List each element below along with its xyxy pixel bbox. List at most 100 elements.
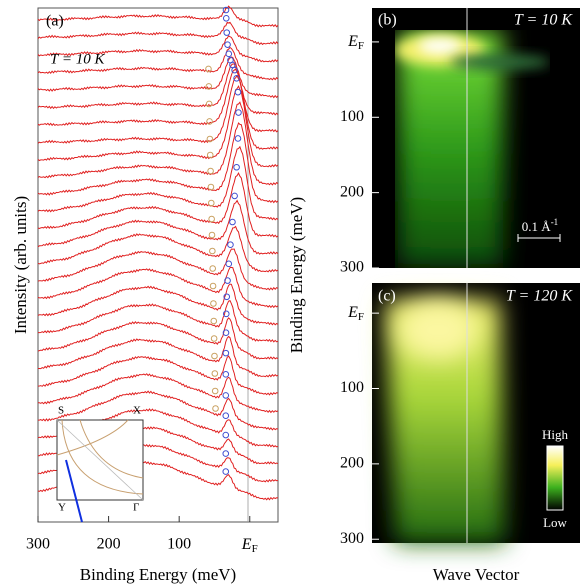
peak-marker [205,83,213,90]
edc-curve [37,283,279,326]
edc-curve [37,46,279,81]
peak-marker [206,118,213,125]
intensity-spot [418,38,462,54]
peak-marker [234,88,242,96]
panel-label: (c) [378,288,396,305]
temperature: T = 120 K [506,288,573,305]
peak-marker [224,277,231,284]
peak-marker [211,387,219,395]
tick-label: 200 [340,455,364,472]
edc-curve [37,199,279,255]
tick-label: 300 [26,536,50,553]
intensity-band [385,300,505,543]
peak-marker [222,371,230,378]
edc-curve [38,390,279,431]
peak-marker [211,352,218,360]
edc-curve [37,355,279,396]
peak-marker [222,310,230,318]
peak-marker [207,183,215,191]
intensity-tail [450,54,550,70]
peak-marker [222,468,230,475]
peak-marker [206,135,214,143]
tick-label: EF [347,33,364,52]
panel-label: (a) [46,13,64,30]
x-axis-label: Binding Energy (meV) [80,565,236,584]
peak-marker [205,65,212,73]
edc-curve [37,85,279,168]
colorbar-label: Low [543,515,567,530]
tick-label: EF [241,536,258,555]
temperature: T = 10 K [50,51,105,67]
peak-marker [222,450,230,457]
peak-marker [233,163,240,171]
peak-marker [205,100,213,108]
peak-marker [224,41,231,48]
peak-marker [222,6,230,14]
peak-marker [233,74,240,82]
edc-curve [37,122,279,204]
peak-marker [207,167,214,175]
peak-marker [227,241,234,249]
tick-label-main: E [347,304,358,321]
scale-bar [517,234,561,242]
peak-marker [209,247,216,255]
tick-label: EF [347,304,364,323]
peak-marker [231,66,238,74]
tick-label-sub: F [252,543,258,555]
temperature: T = 10 K [514,12,573,29]
colorbar [546,445,564,511]
tick-label: 100 [340,108,364,125]
edc-curve [37,145,279,221]
scale-bar-label: 0.1 Å-1 [522,217,558,234]
peak-marker [208,231,216,239]
peak-marker [222,15,230,22]
peak-marker [210,335,218,342]
tick-label: 200 [97,536,121,553]
peak-marker [212,405,219,412]
peak-marker [209,282,217,290]
edc-curve [37,68,279,133]
y-axis-label: Binding Energy (meV) [287,197,306,353]
edc-curve [37,248,279,291]
intensity-band [398,30,503,268]
peak-marker [206,151,214,159]
tick-label-sub: F [358,39,364,51]
peak-marker [223,293,231,301]
peak-marker [225,260,233,268]
peak-marker [208,215,215,223]
tick-label-sub: F [358,311,364,323]
peak-marker [210,300,217,307]
inset-label: Γ [133,502,139,514]
peak-marker [231,192,238,200]
edc-curve [37,56,279,99]
peak-marker [222,349,230,357]
edc-curve [38,299,279,343]
peak-marker [234,135,242,142]
edc-curve [37,317,279,360]
edc-curve [37,171,279,238]
x-axis-label: Wave Vector [433,565,520,584]
edc-curve [37,5,279,28]
edc-curve [37,35,279,63]
edc-curve [38,373,279,414]
peak-marker [222,392,230,399]
intensity-spot [398,300,478,360]
peak-marker [210,317,218,325]
tick-label: 100 [167,536,191,553]
panel-label: (b) [378,12,397,29]
inset-contour [56,419,144,495]
inset-label: S [58,405,64,417]
edc-curve [37,101,279,186]
inset-label: Y [58,502,66,514]
peak-marker [207,199,215,207]
inset-label: X [133,405,141,417]
edc-curve [37,266,279,309]
peak-marker [223,29,231,36]
tick-label: 300 [340,259,364,276]
tick-label: 300 [340,530,364,547]
tick-label-main: E [241,536,252,553]
peak-marker [222,412,230,419]
peak-marker [211,370,219,377]
tick-label: 100 [340,379,364,396]
